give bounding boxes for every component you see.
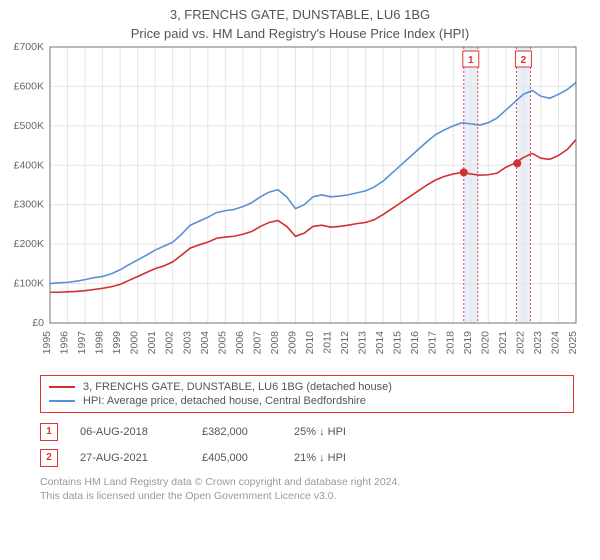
sale-delta: 21% ↓ HPI [294, 452, 384, 464]
svg-text:£600K: £600K [14, 80, 44, 92]
svg-text:1996: 1996 [59, 330, 71, 354]
footer-line: Contains HM Land Registry data © Crown c… [40, 475, 574, 489]
svg-text:2020: 2020 [479, 330, 491, 354]
legend-label: HPI: Average price, detached house, Cent… [83, 395, 366, 407]
sale-date: 27-AUG-2021 [80, 452, 180, 464]
svg-text:2008: 2008 [269, 330, 281, 354]
svg-text:1999: 1999 [111, 330, 123, 354]
svg-text:2013: 2013 [357, 330, 369, 354]
svg-text:1998: 1998 [94, 330, 106, 354]
sales-table: 1 06-AUG-2018 £382,000 25% ↓ HPI 2 27-AUG-202… [40, 419, 574, 471]
chart-container: 3, FRENCHS GATE, DUNSTABLE, LU6 1BG Pric… [0, 0, 600, 560]
sale-marker: 1 [40, 423, 58, 441]
sale-price: £405,000 [202, 452, 272, 464]
svg-text:£700K: £700K [14, 41, 44, 53]
svg-text:£200K: £200K [14, 238, 44, 250]
svg-text:2005: 2005 [216, 330, 228, 354]
sale-date: 06-AUG-2018 [80, 426, 180, 438]
svg-text:2016: 2016 [409, 330, 421, 354]
page-title: 3, FRENCHS GATE, DUNSTABLE, LU6 1BG [0, 0, 600, 24]
legend: 3, FRENCHS GATE, DUNSTABLE, LU6 1BG (det… [40, 375, 574, 413]
svg-text:£0: £0 [32, 317, 44, 329]
svg-text:2015: 2015 [392, 330, 404, 354]
legend-swatch [49, 386, 75, 388]
svg-text:2: 2 [521, 55, 527, 66]
footer-line: This data is licensed under the Open Gov… [40, 489, 574, 503]
svg-text:2011: 2011 [322, 330, 334, 353]
svg-text:1995: 1995 [41, 330, 53, 354]
sale-row: 2 27-AUG-2021 £405,000 21% ↓ HPI [40, 445, 574, 471]
legend-label: 3, FRENCHS GATE, DUNSTABLE, LU6 1BG (det… [83, 381, 392, 393]
svg-text:2022: 2022 [514, 330, 526, 354]
page-subtitle: Price paid vs. HM Land Registry's House … [0, 24, 600, 41]
svg-text:1997: 1997 [76, 330, 88, 354]
legend-row: 3, FRENCHS GATE, DUNSTABLE, LU6 1BG (det… [49, 380, 565, 394]
svg-text:2023: 2023 [532, 330, 544, 354]
legend-row: HPI: Average price, detached house, Cent… [49, 394, 565, 408]
svg-text:2024: 2024 [549, 330, 561, 354]
svg-text:1: 1 [468, 55, 474, 66]
svg-text:£500K: £500K [14, 119, 44, 131]
svg-text:2025: 2025 [567, 330, 579, 354]
svg-text:2014: 2014 [374, 330, 386, 354]
svg-text:2003: 2003 [181, 330, 193, 354]
legend-swatch [49, 400, 75, 402]
price-chart: £0 £100K £200K £300K £400K £500K £600K £700K 199… [0, 41, 600, 371]
svg-text:2021: 2021 [497, 330, 509, 354]
svg-text:2009: 2009 [286, 330, 298, 354]
svg-text:2017: 2017 [427, 330, 439, 354]
sale-price: £382,000 [202, 426, 272, 438]
sale-row: 1 06-AUG-2018 £382,000 25% ↓ HPI [40, 419, 574, 445]
svg-text:2018: 2018 [444, 330, 456, 354]
sale-delta: 25% ↓ HPI [294, 426, 384, 438]
sale-marker: 2 [40, 449, 58, 467]
svg-text:2012: 2012 [339, 330, 351, 354]
footer: Contains HM Land Registry data © Crown c… [40, 475, 574, 503]
svg-text:2001: 2001 [146, 330, 158, 354]
svg-text:2002: 2002 [164, 330, 176, 354]
svg-text:£300K: £300K [14, 198, 44, 210]
svg-text:2019: 2019 [462, 330, 474, 354]
svg-text:2006: 2006 [234, 330, 246, 354]
svg-text:£100K: £100K [14, 277, 44, 289]
svg-text:£400K: £400K [14, 159, 44, 171]
svg-text:2010: 2010 [304, 330, 316, 354]
svg-text:2000: 2000 [129, 330, 141, 354]
svg-text:2004: 2004 [199, 330, 211, 354]
svg-text:2007: 2007 [251, 330, 263, 354]
